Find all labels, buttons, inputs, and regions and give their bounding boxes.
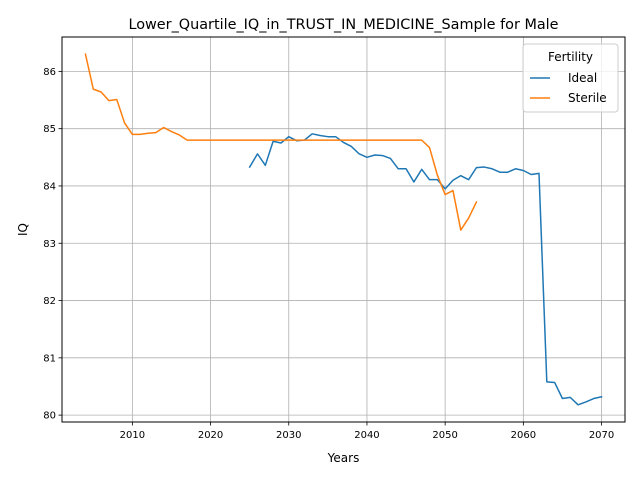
x-axis-ticks: 2010 2020 2030 2040 2050 2060 2070	[120, 422, 614, 441]
series-line-sterile	[84, 53, 478, 231]
y-tick-label: 85	[43, 124, 56, 135]
legend-label-sterile: Sterile	[568, 91, 607, 105]
x-tick-label: 2030	[276, 430, 301, 441]
legend-title: Fertility	[548, 50, 593, 64]
x-axis-label: Years	[327, 451, 360, 465]
legend: Fertility Ideal Sterile	[522, 43, 619, 113]
x-tick-label: 2060	[511, 430, 536, 441]
series-line-ideal	[248, 133, 603, 406]
y-tick-label: 83	[43, 239, 56, 250]
x-tick-label: 2040	[354, 430, 379, 441]
legend-label-ideal: Ideal	[568, 71, 597, 85]
y-tick-label: 86	[43, 67, 56, 78]
y-tick-label: 84	[43, 181, 56, 192]
chart-title: Lower_Quartile_IQ_in_TRUST_IN_MEDICINE_S…	[128, 17, 558, 33]
plot-frame	[61, 36, 626, 423]
x-tick-label: 2020	[198, 430, 223, 441]
y-axis-ticks: 80 81 82 83 84 85 86	[43, 67, 62, 422]
grid-lines	[62, 37, 625, 422]
legend-box	[522, 43, 619, 113]
x-tick-label: 2050	[432, 430, 457, 441]
x-tick-label: 2010	[120, 430, 145, 441]
x-tick-label: 2070	[589, 430, 614, 441]
y-axis-label: IQ	[16, 223, 30, 236]
series-layer	[84, 53, 603, 406]
y-tick-label: 80	[43, 411, 56, 422]
y-tick-label: 82	[43, 296, 56, 307]
y-tick-label: 81	[43, 353, 56, 364]
